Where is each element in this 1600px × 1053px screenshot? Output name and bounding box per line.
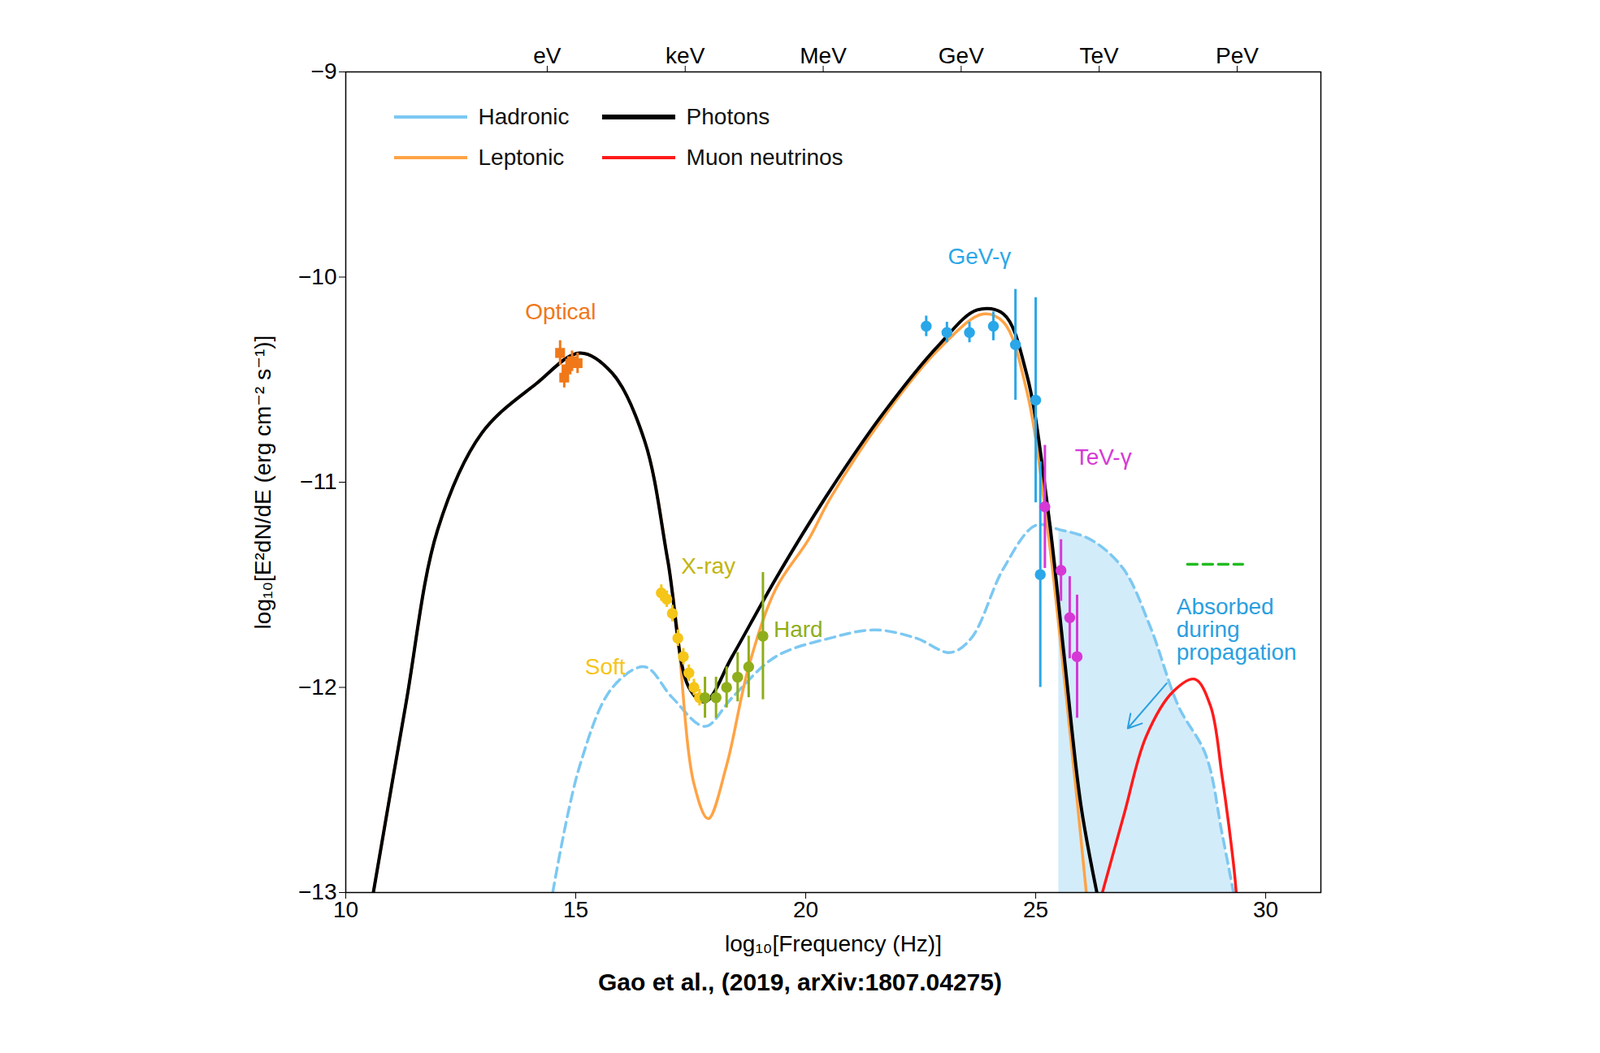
svg-text:Optical: Optical: [524, 299, 596, 325]
html-text:Muon neutrinos: Muon neutrinos: [686, 144, 844, 170]
svg-text:−13: −13: [298, 879, 338, 905]
html-text:Hadronic: Hadronic: [478, 104, 570, 130]
svg-text:MeV: MeV: [799, 43, 847, 69]
svg-text:log₁₀[E²dN/dE (erg cm⁻² s⁻¹)]: log₁₀[E²dN/dE (erg cm⁻² s⁻¹)]: [250, 335, 276, 630]
svg-text:−12: −12: [298, 674, 338, 700]
svg-text:eV: eV: [533, 43, 562, 69]
svg-text:−11: −11: [299, 468, 337, 495]
svg-text:20: 20: [792, 897, 818, 923]
svg-text:10: 10: [332, 897, 358, 923]
svg-text:15: 15: [562, 897, 588, 923]
svg-text:X-ray: X-ray: [680, 553, 736, 579]
svg-text:25: 25: [1022, 897, 1048, 923]
svg-text:Absorbedduringpropagation: Absorbedduringpropagation: [1175, 594, 1297, 665]
svg-text:GeV-γ: GeV-γ: [947, 243, 1011, 269]
svg-text:−10: −10: [298, 264, 338, 290]
svg-text:TeV: TeV: [1079, 43, 1119, 69]
svg-text:Hard: Hard: [772, 616, 823, 642]
svg-text:TeV-γ: TeV-γ: [1074, 444, 1132, 470]
svg-text:30: 30: [1252, 897, 1278, 923]
html-text:Gao et al., (2019, arXiv:1807.: Gao et al., (2019, arXiv:1807.04275): [598, 968, 1002, 996]
svg-text:GeV: GeV: [937, 43, 984, 69]
html-text:Leptonic: Leptonic: [478, 144, 565, 170]
svg-text:PeV: PeV: [1215, 43, 1259, 69]
svg-text:keV: keV: [665, 43, 706, 69]
svg-text:Soft: Soft: [584, 654, 625, 680]
html-text:Photons: Photons: [686, 104, 770, 130]
svg-text:−9: −9: [310, 58, 337, 84]
svg-text:log₁₀[Frequency (Hz)]: log₁₀[Frequency (Hz)]: [724, 931, 942, 957]
